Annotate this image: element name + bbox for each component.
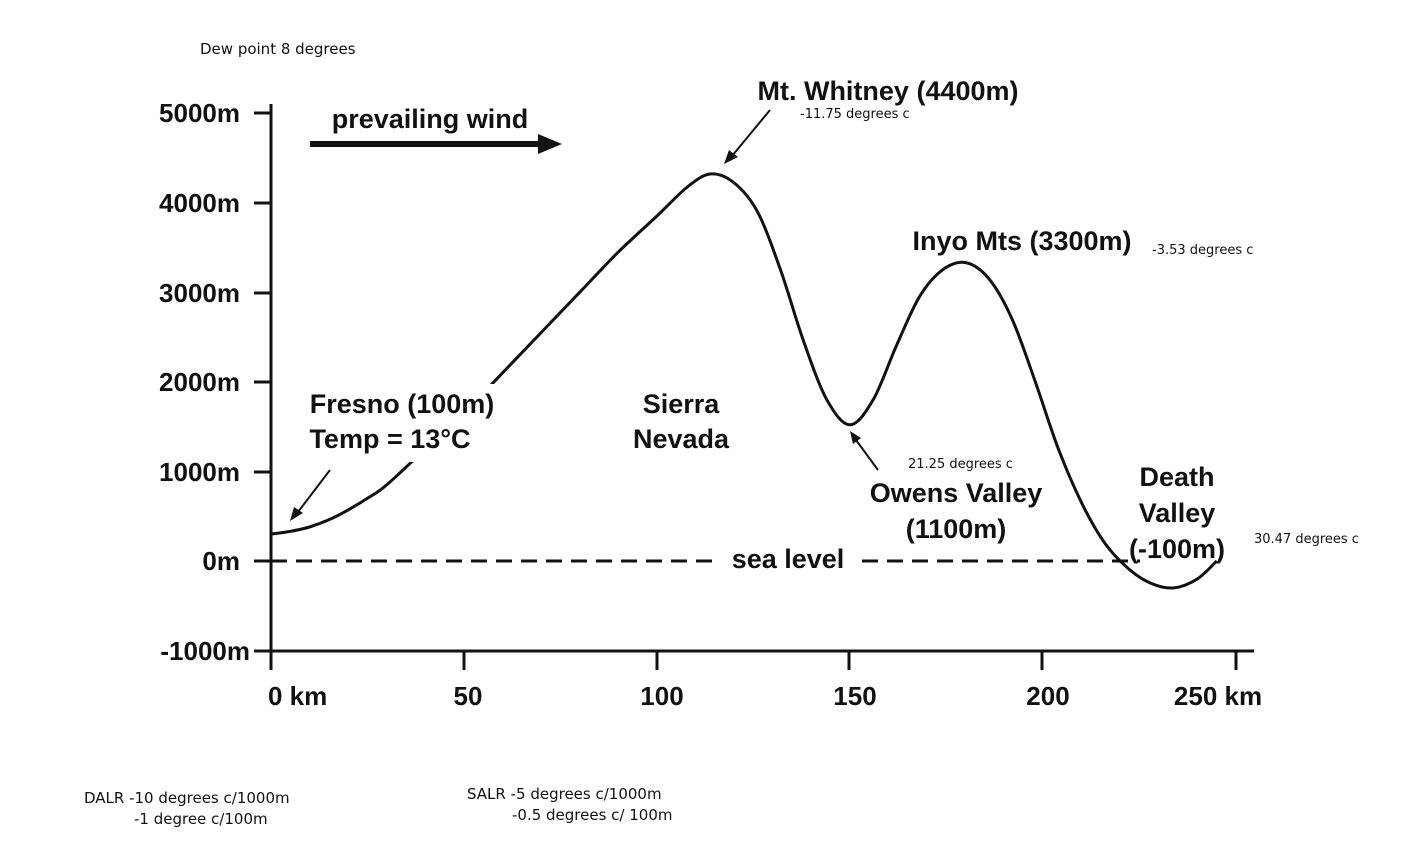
valley-label: Valley bbox=[1139, 498, 1216, 528]
fresno-pointer-line bbox=[297, 469, 331, 513]
terrain-profile-line bbox=[270, 172, 1218, 590]
x-tick-label: 0 km bbox=[268, 681, 327, 711]
owens-label: Owens Valley bbox=[870, 478, 1043, 508]
salr-note-per-100m: -0.5 degrees c/ 100m bbox=[512, 806, 673, 824]
whitney-pointer-line bbox=[731, 109, 771, 157]
x-tick-label: 50 bbox=[454, 681, 483, 711]
owens-temp: 21.25 degrees c bbox=[908, 457, 1013, 472]
x-tick-label: 200 bbox=[1026, 681, 1069, 711]
y-axis-labels: 5000m 4000m 3000m 2000m 1000m 0m -1000m bbox=[159, 98, 250, 666]
x-axis-ticks bbox=[269, 651, 1238, 670]
death-elevation-label: (-100m) bbox=[1129, 534, 1225, 564]
x-tick-label: 250 km bbox=[1174, 681, 1262, 711]
wind-arrow-head-icon bbox=[538, 134, 562, 154]
x-tick-label: 100 bbox=[640, 681, 683, 711]
y-tick-label: 5000m bbox=[159, 98, 240, 128]
y-tick-label: 0m bbox=[202, 546, 240, 576]
inyo-label: Inyo Mts (3300m) bbox=[912, 226, 1131, 256]
dalr-note-per-100m: -1 degree c/100m bbox=[134, 810, 268, 828]
whitney-arrow-icon bbox=[724, 150, 738, 164]
whitney-label: Mt. Whitney (4400m) bbox=[757, 76, 1018, 106]
x-axis-labels: 0 km 50 100 150 200 250 km bbox=[268, 681, 1262, 711]
y-tick-label: 1000m bbox=[159, 457, 240, 487]
nevada-label: Nevada bbox=[633, 424, 730, 454]
salr-note: SALR -5 degrees c/1000m bbox=[467, 785, 662, 803]
dalr-note: DALR -10 degrees c/1000m bbox=[84, 789, 290, 807]
death-temp: 30.47 degrees c bbox=[1254, 532, 1359, 547]
owens-arrow-icon bbox=[850, 431, 861, 444]
x-tick-label: 150 bbox=[833, 681, 876, 711]
y-tick-label: 4000m bbox=[159, 188, 240, 218]
fresno-arrow-icon bbox=[290, 507, 303, 521]
fresno-temp-label: Temp = 13°C bbox=[309, 424, 470, 454]
owens-elevation-label: (1100m) bbox=[906, 514, 1007, 544]
fresno-label-background bbox=[290, 384, 520, 462]
y-axis-ticks bbox=[254, 111, 271, 653]
death-label: Death bbox=[1139, 462, 1214, 492]
sea-level-label: sea level bbox=[732, 544, 845, 574]
dew-point-note: Dew point 8 degrees bbox=[200, 40, 356, 58]
inyo-temp: -3.53 degrees c bbox=[1152, 243, 1253, 258]
y-tick-label: 3000m bbox=[159, 278, 240, 308]
prevailing-wind-label: prevailing wind bbox=[332, 104, 529, 134]
sierra-label: Sierra bbox=[643, 389, 721, 419]
y-tick-label: 2000m bbox=[159, 367, 240, 397]
y-tick-label: -1000m bbox=[160, 636, 250, 666]
whitney-temp: -11.75 degrees c bbox=[800, 107, 910, 122]
fresno-label: Fresno (100m) bbox=[310, 389, 495, 419]
owens-pointer-line bbox=[855, 439, 879, 471]
